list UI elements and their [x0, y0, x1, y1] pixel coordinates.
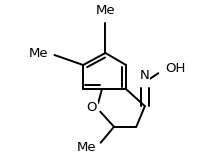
- Text: Me: Me: [29, 46, 49, 60]
- Text: O: O: [86, 101, 97, 114]
- Text: OH: OH: [165, 62, 186, 75]
- Text: Me: Me: [77, 141, 97, 154]
- Text: N: N: [140, 69, 150, 82]
- Text: Me: Me: [96, 4, 115, 17]
